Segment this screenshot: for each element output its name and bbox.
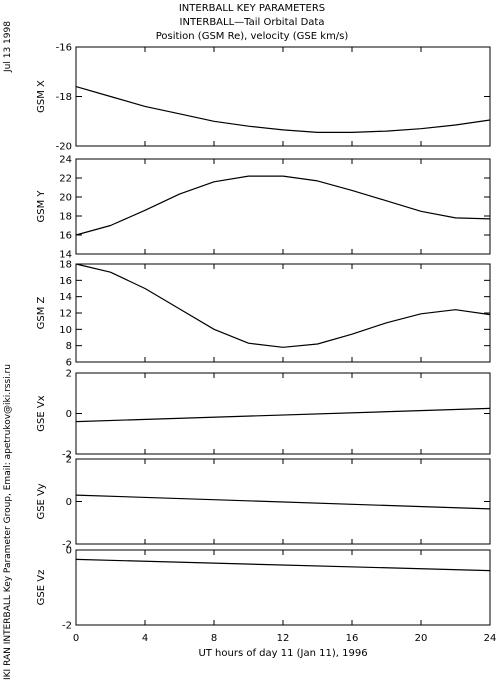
y-tick-label: 18 (59, 212, 72, 223)
y-tick-label: 2 (66, 455, 72, 466)
y-tick-label: -2 (62, 450, 72, 461)
series-line (75, 558, 491, 572)
y-axis-label: GSM Z (36, 296, 47, 329)
x-tick-label: 20 (415, 633, 428, 644)
x-tick-label: 12 (277, 633, 290, 644)
y-tick-label: 16 (59, 276, 72, 287)
y-tick-label: 8 (66, 341, 72, 352)
panel-frame (75, 46, 491, 147)
x-tick-label: 4 (142, 633, 148, 644)
y-tick-label: 6 (66, 358, 72, 369)
y-axis-label: GSE Vx (36, 395, 47, 431)
y-tick-label: 0 (66, 546, 72, 557)
y-tick-label: 2 (66, 369, 72, 380)
series-line (75, 175, 491, 236)
x-tick-label: 24 (484, 633, 497, 644)
series-line (75, 494, 491, 510)
y-tick-label: 20 (59, 193, 72, 204)
y-tick-label: -18 (56, 92, 72, 103)
y-axis-label: GSM X (36, 80, 47, 113)
title-line-2: INTERBALL—Tail Orbital Data (179, 17, 325, 28)
y-tick-label: 10 (59, 325, 72, 336)
x-axis-label: UT hours of day 11 (Jan 11), 1996 (198, 648, 368, 659)
y-tick-label: 18 (59, 260, 72, 271)
series-line (75, 263, 491, 348)
x-tick-label: 16 (346, 633, 359, 644)
y-tick-label: 12 (59, 309, 72, 320)
x-tick-label: 8 (211, 633, 217, 644)
series-line (75, 86, 491, 133)
series-line (75, 407, 491, 423)
panel-frame (75, 158, 491, 255)
y-axis-label: GSE Vz (36, 570, 47, 606)
y-tick-label: 0 (66, 497, 72, 508)
y-axis-label: GSE Vy (36, 483, 47, 519)
y-tick-label: -2 (62, 540, 72, 551)
title-line-1: INTERBALL KEY PARAMETERS (178, 3, 326, 14)
y-tick-label: 0 (66, 409, 72, 420)
y-tick-label: -2 (62, 621, 72, 632)
y-tick-label: -16 (56, 43, 72, 54)
y-tick-label: 14 (59, 292, 72, 303)
y-tick-label: -20 (56, 142, 72, 153)
y-tick-label: 16 (59, 231, 72, 242)
y-tick-label: 14 (59, 250, 72, 261)
y-axis-label: GSM Y (36, 190, 47, 223)
y-tick-label: 24 (59, 155, 72, 166)
x-tick-label: 0 (73, 633, 79, 644)
title-line-3: Position (GSM Re), velocity (GSE km/s) (155, 31, 349, 42)
panel-frame (75, 372, 491, 455)
y-tick-label: 22 (59, 174, 72, 185)
